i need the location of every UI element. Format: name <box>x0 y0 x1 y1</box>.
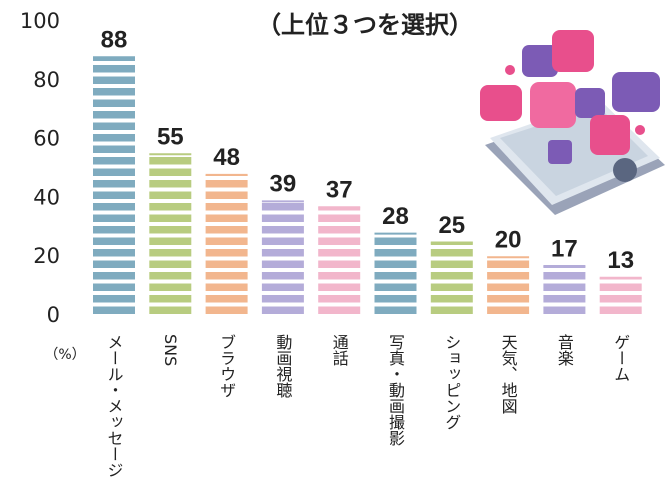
bar <box>318 207 360 316</box>
y-tick-label: 100 <box>20 9 60 33</box>
x-tick-label: 動画視聴 <box>273 334 292 398</box>
value-label: 28 <box>382 203 409 230</box>
bar <box>375 234 417 316</box>
value-label: 39 <box>270 171 297 198</box>
y-tick-label: 20 <box>33 244 60 268</box>
value-label: 55 <box>157 124 184 151</box>
bar <box>149 154 191 316</box>
x-tick-label: SNS <box>161 334 180 366</box>
value-label: 25 <box>438 212 465 239</box>
value-label: 20 <box>495 227 522 254</box>
bar <box>93 57 135 316</box>
x-tick-label: ブラウザ <box>217 334 236 398</box>
x-tick-label: メール・メッセージ <box>105 334 124 478</box>
x-tick-label: 写真・動画撮影 <box>386 334 405 446</box>
bar <box>600 278 642 316</box>
x-tick-label: 通話 <box>330 334 349 366</box>
value-label: 37 <box>326 177 353 204</box>
bar <box>543 266 585 316</box>
value-label: 48 <box>213 144 240 171</box>
value-label: 13 <box>607 247 634 274</box>
x-tick-label: ゲーム <box>611 334 630 382</box>
y-tick-label: 0 <box>47 303 60 327</box>
bar <box>487 257 529 316</box>
x-tick-label: 音楽 <box>555 334 574 366</box>
chart-title: （上位３つを選択） <box>257 11 473 39</box>
value-label: 88 <box>101 27 128 54</box>
x-tick-label: 天気、地図 <box>499 334 518 414</box>
y-tick-label: 40 <box>33 185 60 209</box>
illustration <box>480 30 665 215</box>
bar <box>262 201 304 316</box>
value-label: 17 <box>551 235 578 262</box>
bar <box>431 243 473 317</box>
y-tick-label: 60 <box>33 127 60 151</box>
y-tick-label: 80 <box>33 68 60 92</box>
x-tick-label: ショッピング <box>442 334 461 430</box>
bar <box>206 175 248 316</box>
y-unit: （%） <box>44 347 85 363</box>
chart: （上位３つを選択） （%） 0 20 40 60 80 100 メール・メッセージ 88 SNS… <box>0 0 671 479</box>
